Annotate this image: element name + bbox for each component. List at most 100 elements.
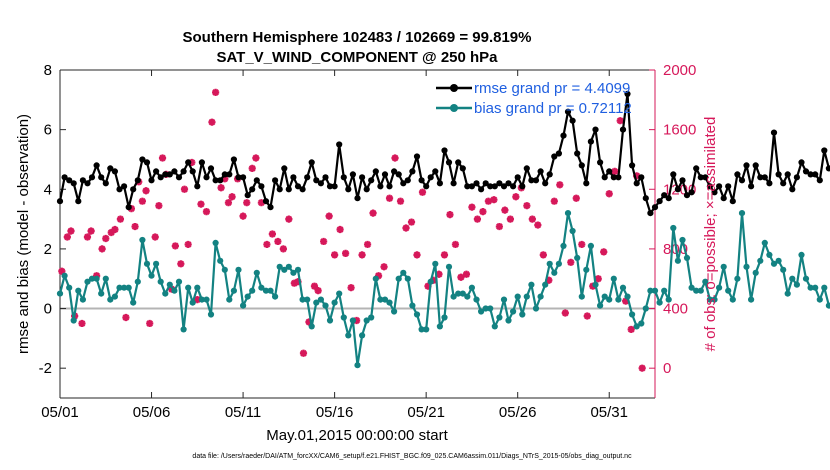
x-axis: 05/01 05/06 05/11 05/16 05/21 05/26 05/31: [41, 70, 628, 421]
rmse-series-point: [445, 159, 453, 166]
rmse-series-point: [542, 180, 549, 187]
rmse-series-point: [331, 183, 338, 190]
bias-series-point: [75, 287, 82, 294]
rmse-series-point: [551, 153, 558, 160]
y-axis-right: 0400800120016002000: [649, 62, 696, 377]
obs-count-marker: [155, 202, 163, 210]
bias-series-point: [624, 293, 631, 300]
bias-series-point: [354, 362, 361, 369]
bias-series-point: [716, 284, 723, 291]
obs-count-marker: [208, 118, 216, 126]
bias-series-point: [734, 275, 741, 282]
bias-series-point: [519, 311, 526, 318]
rmse-series-point: [825, 165, 830, 172]
obs-count-marker: [501, 206, 509, 214]
bias-series-point: [468, 284, 475, 291]
rmse-series-point: [240, 174, 247, 181]
bias-series-point: [542, 281, 549, 288]
legend: rmse grand pr = 4.4099 bias grand pr = 0.…: [436, 80, 632, 117]
rmse-series-point: [697, 174, 704, 181]
rmse-series-point: [418, 177, 425, 184]
bias-series-point: [702, 278, 709, 285]
rmse-series-point: [189, 168, 196, 175]
rmse-series-point: [784, 171, 791, 178]
y-left-tick-label: 6: [44, 122, 52, 139]
rmse-series-point: [404, 177, 411, 184]
legend-rmse-label: rmse grand pr = 4.4099: [474, 80, 630, 97]
rmse-series-point: [217, 177, 224, 184]
obs-count-marker: [358, 251, 366, 259]
obs-count-marker: [320, 237, 328, 246]
bias-series-point: [706, 296, 714, 303]
obs-count-marker: [457, 273, 465, 281]
bias-series-point: [395, 275, 402, 282]
rmse-series-point: [789, 186, 796, 193]
obs-count-marker: [87, 227, 95, 235]
rmse-series-point: [816, 177, 823, 184]
obs-count-marker: [446, 211, 454, 219]
bias-series-point: [194, 284, 201, 291]
rmse-series-point: [423, 183, 430, 190]
bias-series-point: [143, 260, 151, 267]
obs-count-marker: [98, 245, 106, 253]
obs-count-marker: [58, 267, 66, 275]
bias-series-point: [683, 254, 691, 261]
rmse-series-point: [66, 177, 73, 184]
rmse-series-point: [212, 177, 219, 184]
rmse-series-point: [578, 162, 585, 169]
data-file-footnote: data file: /Users/raeder/DAI/ATM_forcXX/…: [192, 453, 632, 460]
bias-series-point: [336, 290, 343, 297]
x-tick-label: 05/16: [316, 404, 354, 421]
legend-bias-label: bias grand pr = 0.72112: [474, 100, 632, 117]
rmse-series-point: [336, 141, 343, 148]
bias-series-point: [509, 308, 517, 315]
rmse-series-point: [175, 174, 183, 181]
rmse-series-point: [633, 180, 640, 187]
bias-series-point: [226, 296, 233, 303]
bias-series-point: [583, 266, 590, 273]
bias-series-point: [413, 311, 421, 318]
bias-series-point: [359, 332, 366, 339]
bias-series-point: [322, 302, 329, 309]
rmse-series-point: [665, 195, 672, 202]
rmse-series-point: [345, 186, 352, 193]
rmse-series-point: [281, 165, 288, 172]
bias-series-point: [615, 296, 622, 303]
rmse-series-point: [436, 180, 443, 187]
rmse-series-point: [326, 183, 334, 190]
obs-count-marker: [342, 249, 350, 257]
bias-series-point: [249, 287, 256, 294]
obs-count-marker: [352, 316, 361, 325]
x-tick-label: 05/26: [499, 404, 537, 421]
obs-count-marker: [418, 188, 427, 196]
rmse-series-point: [70, 180, 77, 187]
rmse-series-point: [569, 117, 576, 124]
rmse-series-point: [738, 177, 746, 184]
bias-series-point: [629, 311, 636, 318]
obs-count-marker: [243, 199, 251, 207]
bias-series-point: [606, 296, 613, 303]
rmse-series-point: [647, 210, 654, 217]
obs-count-marker: [583, 312, 591, 320]
bias-series-point: [244, 293, 251, 300]
obs-count-marker: [188, 158, 196, 167]
obs-count-marker: [550, 197, 558, 205]
bias-series-point: [697, 287, 704, 294]
rmse-series-point: [322, 174, 329, 181]
obs-count-marker: [561, 309, 569, 317]
bias-series-point: [107, 296, 114, 303]
bias-series-point: [345, 332, 352, 339]
bias-series-point: [304, 296, 311, 303]
bias-series-point: [79, 296, 86, 303]
obs-count-marker: [263, 240, 271, 249]
obs-count-marker: [374, 272, 383, 280]
rmse-series-point: [413, 153, 421, 160]
rmse-series-point: [509, 183, 517, 190]
obs-count-marker: [224, 199, 233, 207]
bias-series-point: [121, 284, 128, 291]
bias-series-point: [688, 284, 695, 291]
bias-series-point: [725, 287, 732, 294]
obs-count-marker: [605, 190, 613, 198]
bias-series-point: [633, 323, 640, 330]
bias-series-point: [400, 269, 407, 276]
